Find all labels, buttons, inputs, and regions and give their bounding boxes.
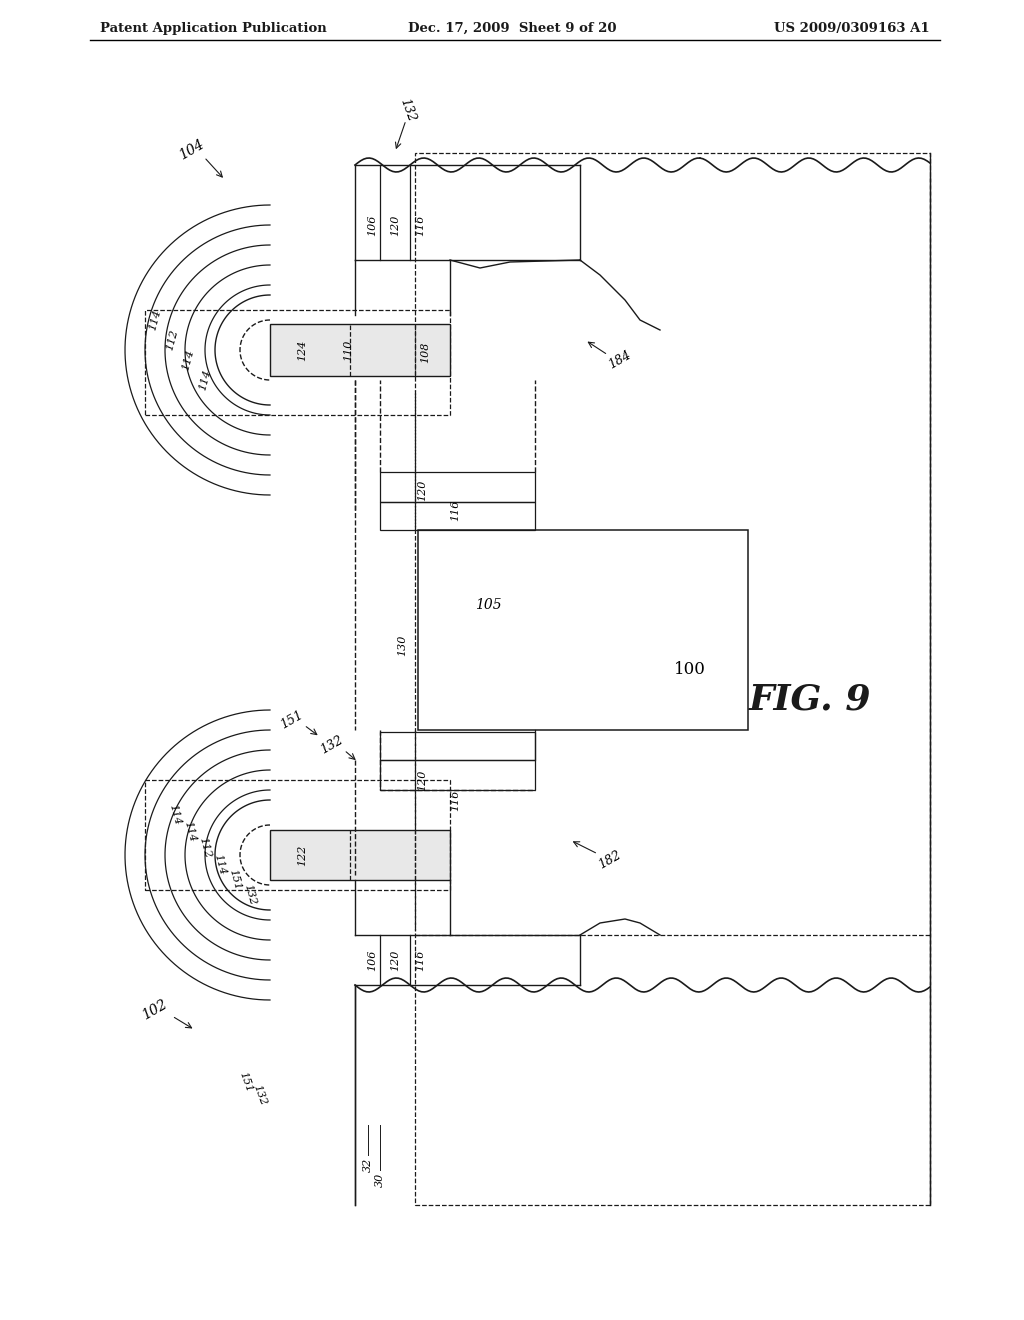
Text: 132: 132	[397, 96, 418, 124]
Text: 104: 104	[177, 137, 207, 162]
Text: 116: 116	[450, 789, 460, 810]
Text: 120: 120	[417, 479, 427, 500]
Text: 120: 120	[417, 770, 427, 791]
Bar	[418, 531, 748, 730]
Text: 108: 108	[420, 342, 430, 363]
Text: 100: 100	[674, 661, 706, 678]
Text: 114: 114	[180, 348, 196, 372]
Bar	[380, 502, 535, 531]
Text: 114: 114	[167, 804, 182, 826]
Text: 124: 124	[297, 339, 307, 360]
Bar	[415, 153, 930, 1205]
Text: 102: 102	[140, 998, 170, 1023]
Bar	[380, 760, 535, 789]
Bar	[145, 310, 450, 414]
Text: 184: 184	[606, 348, 634, 372]
Text: Patent Application Publication: Patent Application Publication	[100, 22, 327, 36]
Text: 116: 116	[415, 949, 425, 970]
Bar	[270, 830, 450, 880]
Text: 132: 132	[243, 883, 258, 907]
Text: 120: 120	[390, 214, 400, 236]
Text: 114: 114	[212, 854, 227, 876]
Text: 112: 112	[198, 837, 213, 859]
Text: 30: 30	[375, 1173, 385, 1187]
Bar	[380, 733, 535, 760]
Text: 132: 132	[252, 1084, 268, 1106]
Text: 151: 151	[279, 709, 305, 731]
Text: 110: 110	[343, 339, 353, 360]
Text: 130: 130	[397, 635, 407, 656]
Text: 114: 114	[182, 821, 198, 843]
Text: 106: 106	[367, 949, 377, 970]
Text: 151: 151	[227, 869, 243, 891]
Text: US 2009/0309163 A1: US 2009/0309163 A1	[774, 22, 930, 36]
Text: 116: 116	[415, 214, 425, 236]
Text: 32: 32	[362, 1158, 373, 1172]
Text: 114: 114	[198, 368, 213, 392]
Text: 114: 114	[147, 309, 163, 331]
Text: 120: 120	[390, 949, 400, 970]
Text: Dec. 17, 2009  Sheet 9 of 20: Dec. 17, 2009 Sheet 9 of 20	[408, 22, 616, 36]
Text: FIG. 9: FIG. 9	[749, 682, 871, 717]
Text: 105: 105	[475, 598, 502, 612]
Text: 122: 122	[297, 845, 307, 866]
Text: 182: 182	[596, 849, 624, 871]
Text: 112: 112	[165, 329, 179, 351]
Text: 151: 151	[238, 1071, 254, 1094]
Bar	[145, 780, 450, 890]
Text: 106: 106	[367, 214, 377, 236]
Text: 132: 132	[318, 734, 346, 756]
Bar	[270, 323, 450, 376]
Text: 116: 116	[450, 499, 460, 520]
Bar	[380, 473, 535, 502]
